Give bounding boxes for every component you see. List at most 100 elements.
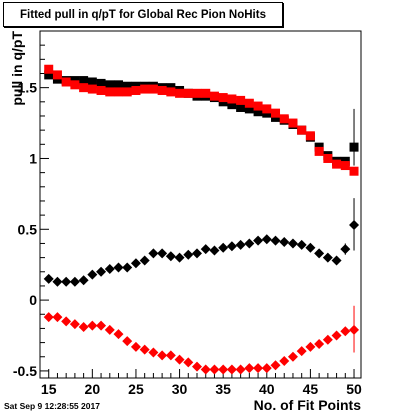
diamond-marker (43, 273, 54, 284)
diamond-marker (87, 320, 98, 331)
diamond-marker (349, 220, 360, 231)
y-tick-label: 0.5 (18, 221, 38, 237)
diamond-marker (192, 361, 203, 372)
axis-ticks (39, 30, 355, 378)
square-marker (148, 84, 158, 94)
diamond-marker (52, 276, 63, 287)
diamond-marker (331, 255, 342, 266)
diamond-marker (157, 248, 168, 259)
diamond-marker (78, 322, 89, 333)
diamond-marker (270, 360, 281, 371)
x-tick-label: 40 (259, 381, 275, 397)
square-marker (192, 88, 202, 98)
x-tick-label: 20 (85, 381, 101, 397)
x-tick-label: 25 (128, 381, 144, 397)
diamond-marker (96, 320, 107, 331)
diamond-marker (52, 312, 63, 323)
diamond-marker (314, 339, 325, 350)
diamond-marker (139, 344, 150, 355)
diamond-marker (244, 363, 255, 374)
diamond-marker (314, 248, 325, 259)
square-marker (131, 85, 141, 95)
diamond-marker (253, 235, 264, 246)
square-marker (314, 146, 324, 156)
diamond-marker (305, 242, 316, 253)
diamond-marker (322, 252, 333, 263)
square-marker (279, 114, 289, 124)
diamond-marker (200, 364, 211, 375)
square-marker (52, 70, 62, 80)
x-tick-label: 45 (303, 381, 319, 397)
square-marker (114, 80, 124, 90)
y-axis-label: pull in q/pT (9, 31, 25, 106)
diamond-marker (279, 237, 290, 248)
y-tick-label: -0.5 (13, 363, 37, 379)
square-marker (236, 102, 246, 112)
square-marker (209, 91, 219, 101)
square-marker (218, 93, 228, 103)
diamond-marker (69, 276, 80, 287)
square-marker (105, 80, 115, 90)
diamond-marker (183, 357, 194, 368)
diamond-marker (183, 249, 194, 260)
diamond-marker (174, 354, 185, 365)
square-marker (271, 108, 281, 118)
square-marker (87, 84, 97, 94)
diamond-marker (165, 251, 176, 262)
square-marker (305, 131, 315, 141)
y-tick-label: 1.5 (18, 80, 38, 96)
diamond-marker (96, 266, 107, 277)
diamond-marker (235, 364, 246, 375)
diamond-marker (87, 269, 98, 280)
square-marker (340, 161, 350, 171)
square-marker (323, 153, 333, 163)
square-marker (175, 88, 185, 98)
diamond-marker (253, 363, 264, 374)
diamond-marker (78, 275, 89, 286)
diamond-marker (192, 248, 203, 259)
square-marker (87, 77, 97, 87)
chart-title: Fitted pull in q/pT for Global Rec Pion … (3, 2, 283, 27)
square-marker (297, 125, 307, 135)
diamond-marker (200, 244, 211, 255)
diamond-marker (61, 316, 72, 327)
data-marks (43, 64, 360, 375)
diamond-marker (331, 330, 342, 341)
x-tick-label: 50 (346, 381, 362, 397)
square-marker (122, 87, 132, 97)
square-marker (114, 87, 124, 97)
diamond-marker (174, 252, 185, 263)
square-marker (157, 85, 167, 95)
diamond-marker (139, 255, 150, 266)
diamond-marker (340, 326, 351, 337)
square-marker (44, 64, 54, 74)
diamond-marker (122, 262, 133, 273)
timestamp: Sat Sep 9 12:28:55 2017 (4, 401, 100, 411)
square-marker (253, 101, 263, 111)
diamond-marker (157, 350, 168, 361)
diamond-marker (148, 248, 159, 259)
square-marker (227, 94, 237, 104)
diamond-marker (287, 351, 298, 362)
square-marker (70, 80, 80, 90)
x-axis-label: No. of Fit Points (254, 397, 362, 413)
diamond-marker (287, 238, 298, 249)
diamond-marker (340, 244, 351, 255)
square-marker (201, 88, 211, 98)
diamond-marker (235, 239, 246, 250)
diamond-marker (261, 363, 272, 374)
diamond-marker (130, 341, 141, 352)
square-marker (183, 88, 193, 98)
diamond-marker (209, 245, 220, 256)
x-tick-label: 30 (172, 381, 188, 397)
diamond-marker (209, 364, 220, 375)
square-marker (166, 87, 176, 97)
diamond-marker (130, 258, 141, 269)
diamond-marker (61, 276, 72, 287)
diamond-marker (113, 262, 124, 273)
diamond-marker (244, 238, 255, 249)
square-marker (44, 70, 54, 80)
diamond-marker (43, 312, 54, 323)
square-marker (349, 142, 359, 152)
